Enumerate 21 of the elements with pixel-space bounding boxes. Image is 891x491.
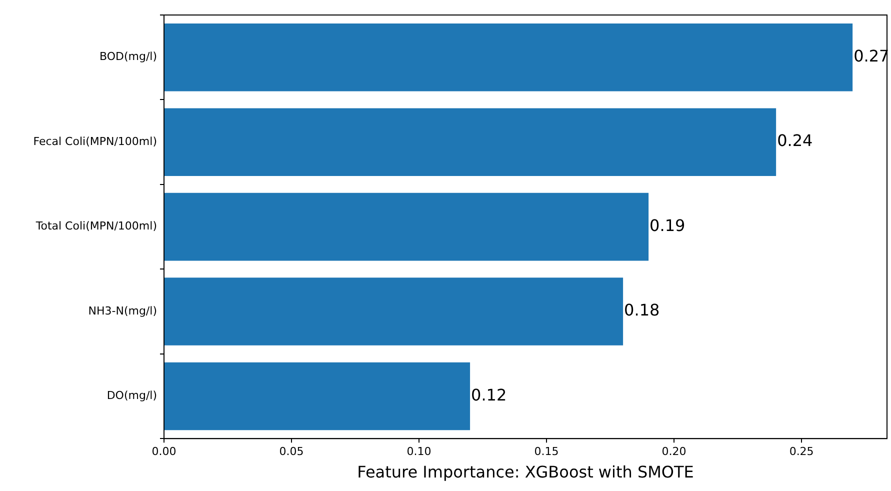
- y-tick-label: NH3-N(mg/l): [88, 304, 157, 318]
- x-tick-label: 0.20: [662, 445, 686, 458]
- data-label: 0.12: [471, 385, 507, 404]
- bar: [164, 23, 853, 92]
- data-label: 0.19: [650, 216, 686, 235]
- bar: [164, 192, 649, 261]
- y-tick-label: BOD(mg/l): [99, 50, 157, 64]
- x-tick-label: 0.10: [406, 445, 432, 458]
- bar: [164, 278, 624, 346]
- y-tick-label: Total Coli(MPN/100ml): [34, 220, 157, 233]
- x-tick-label: 0.05: [279, 445, 304, 458]
- data-label: 0.24: [777, 131, 813, 150]
- x-tick-label: 0.00: [152, 445, 176, 458]
- data-label: 0.18: [624, 300, 660, 320]
- x-tick-label: 0.15: [534, 445, 559, 458]
- bar: [164, 108, 776, 176]
- x-axis-title: Feature Importance: XGBoost with SMOTE: [357, 462, 694, 482]
- y-tick-label: DO(mg/l): [106, 389, 157, 402]
- y-tick-label: Fecal Coli(MPN/100ml): [33, 134, 157, 148]
- bar: [164, 362, 470, 430]
- x-tick-label: 0.25: [789, 445, 814, 458]
